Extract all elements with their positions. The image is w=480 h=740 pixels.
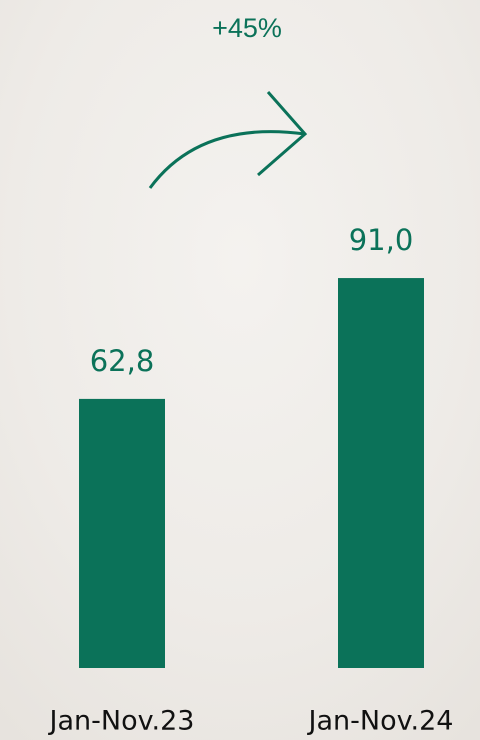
growth-arrowhead: [257, 91, 308, 177]
growth-annotation: +45%: [212, 13, 282, 43]
x-tick-label: Jan-Nov.24: [307, 706, 454, 737]
growth-arrow: [148, 130, 306, 189]
value-label: 91,0: [349, 223, 414, 257]
bar: [79, 398, 165, 668]
value-label: 62,8: [90, 344, 155, 378]
bar: [338, 278, 424, 668]
x-tick-label: Jan-Nov.23: [48, 706, 195, 737]
